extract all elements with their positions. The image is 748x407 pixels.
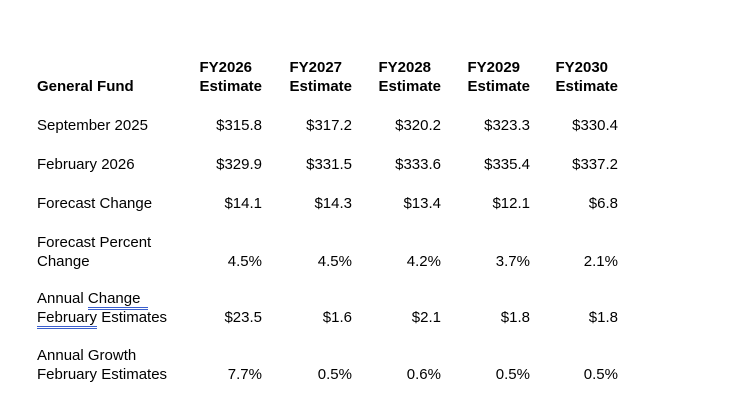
- estimate-label: Estimate: [555, 78, 618, 95]
- cell-value: 4.5%: [227, 253, 262, 270]
- fy-year-label: FY2029: [467, 59, 521, 76]
- fy-year-label: FY2030: [555, 59, 609, 76]
- cell-value: 0.6%: [406, 366, 441, 383]
- row-label-text: Annual: [37, 290, 84, 307]
- table-row-september-2025: September 2025 $315.8 $317.2 $320.2 $323…: [37, 98, 618, 137]
- cell-value: 3.7%: [495, 253, 530, 270]
- cell-value: $1.8: [588, 309, 618, 326]
- cell-value: $337.2: [572, 156, 618, 173]
- row-label-line1: Forecast Percent: [37, 234, 152, 251]
- row-label-text: Estimates: [101, 309, 168, 326]
- table-row-annual-growth-february-estimates: Annual Growth February Estimates 7.7% 0.…: [37, 329, 618, 386]
- cell-value: $1.6: [322, 309, 352, 326]
- column-header-fy2029: FY2029 Estimate: [441, 58, 530, 98]
- estimate-label: Estimate: [199, 78, 262, 95]
- table-row-annual-change-february-estimates: Annual Change February Estimates $23.5 $…: [37, 273, 618, 329]
- row-label: September 2025: [37, 117, 148, 134]
- table-row-february-2026: February 2026 $329.9 $331.5 $333.6 $335.…: [37, 137, 618, 176]
- column-header-fy2026: FY2026 Estimate: [193, 58, 262, 98]
- column-header-text: FY2029 Estimate: [467, 58, 530, 96]
- cell-value: 0.5%: [495, 366, 530, 383]
- row-label-line1: Annual Change: [37, 289, 193, 310]
- estimate-label: Estimate: [467, 78, 530, 95]
- fy-year-label: FY2027: [289, 59, 343, 76]
- row-label: Forecast Change: [37, 195, 153, 212]
- column-header-text: FY2028 Estimate: [378, 58, 441, 96]
- cell-value: $333.6: [395, 156, 441, 173]
- cell-value: $12.1: [492, 195, 530, 212]
- cell-value: $320.2: [395, 117, 441, 134]
- table-row-forecast-percent-change: Forecast Percent Change 4.5% 4.5% 4.2% 3…: [37, 215, 618, 273]
- cell-value: 7.7%: [227, 366, 262, 383]
- fy-year-label: FY2028: [378, 59, 432, 76]
- cell-value: $6.8: [588, 195, 618, 212]
- cell-value: 0.5%: [583, 366, 618, 383]
- column-header-fy2030: FY2030 Estimate: [530, 58, 618, 98]
- general-fund-forecast-table: General Fund FY2026 Estimate FY2027 Esti…: [37, 58, 618, 386]
- column-header-text: FY2030 Estimate: [555, 58, 618, 96]
- column-header-text: FY2027 Estimate: [289, 58, 352, 96]
- cell-value: $330.4: [572, 117, 618, 134]
- cell-value: $315.8: [216, 117, 262, 134]
- underlined-word-change: Change: [87, 290, 149, 310]
- corner-header-general-fund: General Fund: [37, 78, 134, 95]
- column-header-text: FY2026 Estimate: [199, 58, 262, 96]
- table-row-forecast-change: Forecast Change $14.1 $14.3 $13.4 $12.1 …: [37, 176, 618, 215]
- cell-value: $329.9: [216, 156, 262, 173]
- cell-value: $13.4: [403, 195, 441, 212]
- cell-value: $2.1: [411, 309, 441, 326]
- cell-value: 0.5%: [317, 366, 352, 383]
- table-header-row: General Fund FY2026 Estimate FY2027 Esti…: [37, 58, 618, 98]
- cell-value: 2.1%: [583, 253, 618, 270]
- cell-value: 4.5%: [317, 253, 352, 270]
- column-header-fy2028: FY2028 Estimate: [352, 58, 441, 98]
- estimate-label: Estimate: [378, 78, 441, 95]
- cell-value: $14.1: [224, 195, 262, 212]
- estimate-label: Estimate: [289, 78, 352, 95]
- cell-value: $323.3: [484, 117, 530, 134]
- row-label: Annual Growth February Estimates: [37, 329, 193, 386]
- row-label: Forecast Percent Change: [37, 215, 193, 273]
- cell-value: $331.5: [306, 156, 352, 173]
- row-label-line2: February Estimates: [37, 308, 193, 329]
- fy-year-label: FY2026: [199, 59, 253, 76]
- underlined-word-february: February: [37, 309, 98, 329]
- row-label: Annual Change February Estimates: [37, 273, 193, 329]
- row-label: February 2026: [37, 156, 135, 173]
- row-label-line1: Annual Growth: [37, 347, 137, 364]
- cell-value: $317.2: [306, 117, 352, 134]
- cell-value: $23.5: [224, 309, 262, 326]
- cell-value: $14.3: [314, 195, 352, 212]
- row-label-line2: Change: [37, 253, 90, 270]
- row-label-line2: February Estimates: [37, 366, 168, 383]
- column-header-fy2027: FY2027 Estimate: [262, 58, 352, 98]
- cell-value: $335.4: [484, 156, 530, 173]
- cell-value: $1.8: [500, 309, 530, 326]
- cell-value: 4.2%: [406, 253, 441, 270]
